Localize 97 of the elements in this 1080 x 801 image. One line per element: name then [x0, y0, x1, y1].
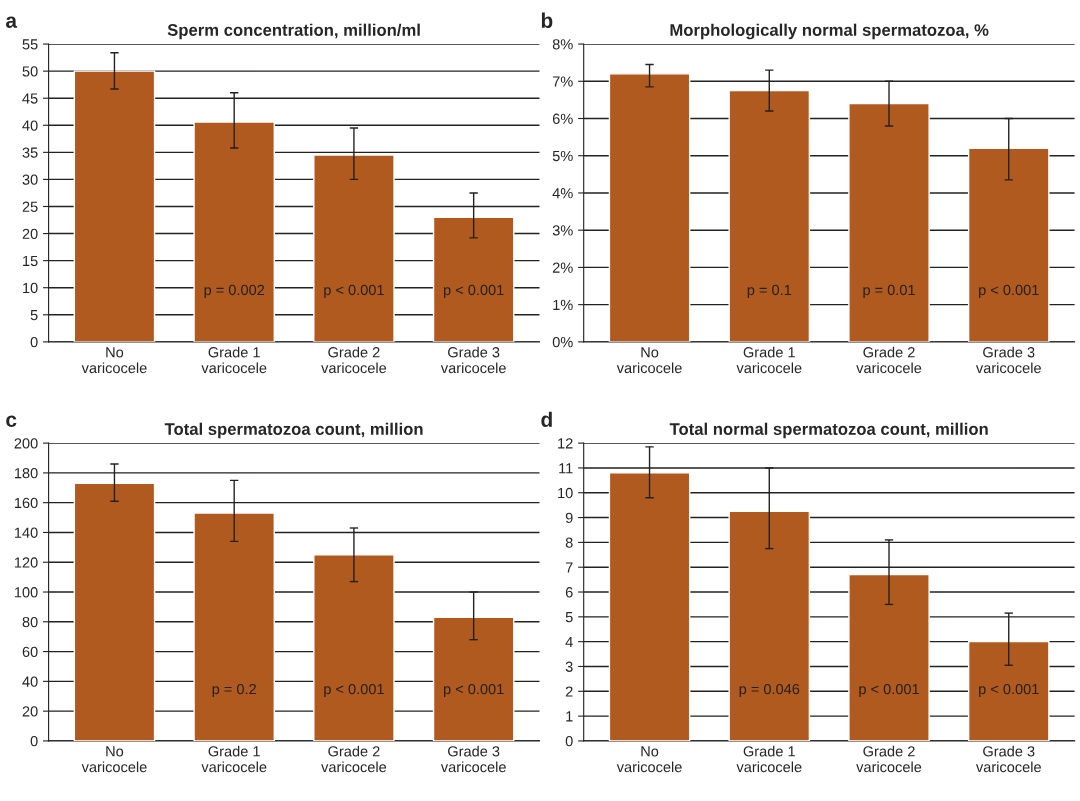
x-tick-label: No varicocele	[616, 347, 682, 374]
annotation: p = 0.002	[204, 284, 265, 299]
bar	[848, 102, 930, 342]
y-tick-label: 4%	[552, 188, 573, 199]
bar	[73, 70, 156, 342]
bar	[193, 512, 275, 741]
chart-title: Total normal spermatozoa count, million	[669, 422, 988, 439]
y-tick-label: 80	[22, 616, 38, 628]
y-tick-label: 200	[14, 438, 38, 449]
y-tick-label: 50	[22, 66, 38, 77]
bar	[313, 554, 395, 741]
chart-title: Sperm concentration, million/ml	[167, 23, 420, 40]
bar	[608, 472, 691, 741]
y-tick-label: 20	[22, 706, 38, 717]
y-tick-label: 5	[30, 310, 38, 321]
text: d	[541, 411, 552, 427]
annotation: p < 0.001	[443, 284, 504, 299]
x-tick-label: Grade 1 varicocele	[201, 346, 267, 374]
y-tick-label: 8	[565, 537, 573, 548]
y-tick-label: 2	[565, 686, 573, 697]
y-tick-label: 15	[23, 255, 38, 267]
y-tick-label: 35	[22, 147, 38, 158]
y-tick-label: 3	[565, 661, 573, 672]
bar	[967, 640, 1050, 741]
annotation: p = 0.01	[863, 284, 915, 299]
text: b	[541, 12, 553, 28]
y-tick-label: 0	[30, 736, 38, 747]
y-tick-label: 0	[565, 736, 573, 747]
bar	[848, 573, 930, 741]
y-tick-label: 10	[558, 487, 573, 499]
y-tick-label: 0%	[552, 336, 573, 348]
bar	[432, 216, 515, 342]
bar	[193, 121, 275, 342]
y-tick-label: 1	[566, 711, 573, 722]
y-tick-label: 5	[565, 612, 573, 623]
x-tick-label: Grade 2 varicocele	[321, 346, 387, 374]
bar	[73, 482, 156, 741]
x-tick-label: Grade 1 varicocele	[201, 745, 267, 773]
x-tick-label: No varicocele	[616, 746, 682, 773]
bar	[313, 154, 395, 342]
y-tick-label: 10	[23, 282, 38, 294]
x-tick-label: No varicocele	[81, 347, 147, 374]
y-tick-label: 5%	[552, 150, 573, 162]
y-tick-label: 20	[22, 228, 38, 239]
x-tick-label: Grade 1 varicocele	[736, 745, 802, 773]
y-tick-label: 180	[14, 468, 38, 479]
y-tick-label: 8%	[552, 39, 573, 50]
x-tick-label: Grade 2 varicocele	[856, 346, 922, 374]
y-tick-label: 140	[14, 527, 38, 538]
bar	[728, 89, 811, 342]
chart-title: Total spermatozoa count, million	[164, 422, 423, 439]
y-tick-label: 25	[22, 201, 38, 212]
y-tick-label: 7%	[552, 76, 573, 87]
y-tick-label: 160	[14, 497, 38, 509]
y-tick-label: 40	[22, 676, 38, 687]
y-tick-label: 60	[22, 646, 38, 658]
annotation: p < 0.001	[324, 284, 384, 299]
annotation: p < 0.001	[324, 683, 384, 698]
y-tick-label: 11	[559, 463, 573, 474]
x-tick-label: No varicocele	[81, 746, 147, 773]
text: c	[6, 415, 17, 427]
x-tick-label: Grade 3 varicocele	[975, 745, 1041, 773]
y-tick-label: 9	[565, 512, 573, 523]
bar	[608, 73, 691, 342]
annotation: p < 0.001	[979, 683, 1039, 698]
x-tick-label: Grade 1 varicocele	[736, 346, 802, 374]
y-tick-label: 6%	[552, 113, 573, 124]
bar	[728, 510, 811, 741]
y-tick-label: 30	[22, 174, 38, 185]
bar	[432, 616, 515, 741]
x-tick-label: Grade 3 varicocele	[440, 346, 506, 374]
annotation: p < 0.001	[979, 284, 1039, 299]
y-tick-label: 1%	[553, 299, 573, 311]
y-tick-label: 6	[565, 587, 573, 598]
bar	[967, 147, 1050, 342]
y-tick-label: 55	[22, 39, 38, 50]
y-tick-label: 100	[14, 587, 38, 598]
annotation: p = 0.046	[739, 683, 800, 698]
x-tick-label: Grade 2 varicocele	[856, 745, 922, 773]
x-tick-label: Grade 3 varicocele	[975, 346, 1041, 374]
y-tick-label: 3%	[552, 225, 573, 236]
annotation: p < 0.001	[859, 683, 919, 698]
text: a	[6, 16, 18, 28]
y-tick-label: 120	[14, 557, 38, 568]
annotation: p = 0.2	[212, 683, 256, 698]
y-tick-label: 45	[22, 93, 38, 104]
y-tick-label: 4	[565, 636, 573, 647]
y-tick-label: 12	[558, 438, 573, 449]
y-tick-label: 40	[22, 120, 38, 131]
annotation: p < 0.001	[443, 683, 504, 698]
x-tick-label: Grade 3 varicocele	[440, 745, 506, 773]
annotation: p = 0.1	[747, 284, 792, 299]
chart-title: Morphologically normal spermatozoa, %	[670, 23, 989, 40]
y-tick-label: 2%	[552, 262, 573, 273]
y-tick-label: 0	[30, 336, 38, 348]
y-tick-label: 7	[565, 562, 573, 573]
x-tick-label: Grade 2 varicocele	[321, 745, 387, 773]
